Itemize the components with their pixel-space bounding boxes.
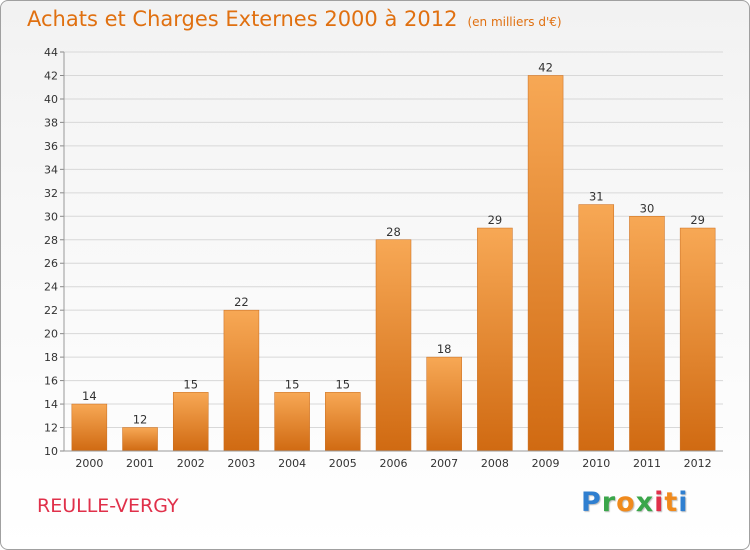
axes: 10 12 14 16 18 20 22 24 26 28 30 32 34 36 38 40 42 44 2000… bbox=[44, 46, 723, 470]
bar-chart: 14 12 15 22 15 15 28 18 29 42 31 30 29 10 12 14 16 18 20 2… bbox=[44, 46, 723, 470]
bar bbox=[527, 75, 564, 452]
logo-letter: o bbox=[616, 487, 636, 518]
x-tick-label: 2000 bbox=[75, 457, 103, 470]
x-tick-label: 2001 bbox=[126, 457, 154, 470]
bar bbox=[71, 403, 108, 452]
bar bbox=[679, 227, 716, 452]
bar bbox=[122, 427, 158, 452]
x-tick-label: 2011 bbox=[633, 457, 661, 470]
y-tick-label: 18 bbox=[44, 351, 58, 364]
bar bbox=[223, 309, 260, 452]
chart-title: Achats et Charges Externes 2000 à 2012 (e… bbox=[27, 7, 562, 31]
bar-value-label: 12 bbox=[133, 413, 148, 427]
bar bbox=[375, 239, 412, 452]
bar-value-label: 18 bbox=[437, 342, 452, 356]
x-tick-label: 2002 bbox=[177, 457, 205, 470]
data-labels: 14 12 15 22 15 15 28 18 29 42 31 30 29 bbox=[82, 60, 705, 426]
y-tick-label: 36 bbox=[44, 140, 58, 153]
bar bbox=[426, 356, 462, 452]
y-tick-label: 26 bbox=[44, 257, 58, 270]
x-tick-label: 2005 bbox=[329, 457, 357, 470]
y-tick-label: 16 bbox=[44, 375, 58, 388]
logo-letter: r bbox=[601, 487, 617, 518]
logo-letter: i bbox=[678, 487, 689, 518]
x-tick-label: 2009 bbox=[532, 457, 560, 470]
bar-value-label: 15 bbox=[183, 377, 198, 391]
bar-value-label: 42 bbox=[538, 60, 553, 74]
bar bbox=[172, 392, 209, 452]
y-tick-label: 30 bbox=[44, 210, 58, 223]
y-tick-label: 44 bbox=[44, 46, 58, 59]
y-tick-label: 28 bbox=[44, 234, 58, 247]
bar-value-label: 14 bbox=[82, 389, 97, 403]
x-tick-label: 2007 bbox=[430, 457, 458, 470]
x-tick-label: 2006 bbox=[380, 457, 408, 470]
bar-value-label: 28 bbox=[386, 225, 401, 239]
x-tick-label: 2003 bbox=[227, 457, 255, 470]
x-tick-label: 2004 bbox=[278, 457, 306, 470]
bar bbox=[578, 204, 615, 452]
logo-letter: i bbox=[654, 487, 665, 518]
y-tick-label: 42 bbox=[44, 69, 58, 82]
y-tick-label: 22 bbox=[44, 304, 58, 317]
logo-letter: t bbox=[664, 487, 679, 518]
bar-value-label: 29 bbox=[488, 213, 503, 227]
y-tick-label: 24 bbox=[44, 281, 58, 294]
bar-value-label: 22 bbox=[234, 295, 249, 309]
bar-value-label: 31 bbox=[589, 190, 604, 204]
bar-value-label: 30 bbox=[640, 201, 655, 215]
bar bbox=[629, 216, 665, 452]
commune-name: REULLE-VERGY bbox=[37, 495, 179, 517]
bar bbox=[325, 392, 361, 452]
bars bbox=[71, 75, 716, 452]
x-tick-label: 2010 bbox=[582, 457, 610, 470]
x-tick-label: 2012 bbox=[684, 457, 712, 470]
y-tick-label: 10 bbox=[44, 445, 58, 458]
logo-letter: x bbox=[635, 487, 655, 518]
x-tick-label: 2008 bbox=[481, 457, 509, 470]
chart-title-text: Achats et Charges Externes 2000 à 2012 bbox=[27, 7, 458, 31]
y-tick-label: 40 bbox=[44, 93, 58, 106]
y-tick-label: 20 bbox=[44, 328, 58, 341]
bar-value-label: 15 bbox=[335, 377, 350, 391]
bar bbox=[274, 392, 310, 452]
y-tick-label: 12 bbox=[44, 422, 58, 435]
bar-value-label: 29 bbox=[690, 213, 705, 227]
chart-subtitle: (en milliers d'€) bbox=[467, 15, 562, 29]
y-tick-label: 14 bbox=[44, 398, 58, 411]
bar bbox=[477, 227, 513, 452]
y-tick-label: 34 bbox=[44, 163, 58, 176]
logo-letter: P bbox=[581, 487, 602, 518]
y-tick-label: 32 bbox=[44, 187, 58, 200]
bar-value-label: 15 bbox=[285, 377, 300, 391]
proxiti-logo[interactable]: Proxiti bbox=[581, 487, 689, 518]
y-tick-label: 38 bbox=[44, 116, 58, 129]
